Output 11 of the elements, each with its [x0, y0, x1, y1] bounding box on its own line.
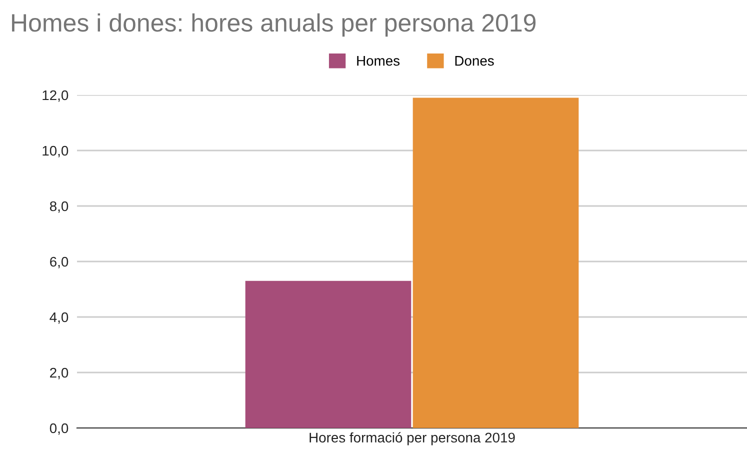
y-tick-label: 12,0	[42, 90, 68, 102]
x-tick-label: Hores formació per persona 2019	[310, 432, 515, 446]
y-tick-label: 4,0	[50, 312, 68, 324]
legend-label: Homes	[357, 56, 400, 66]
y-tick-label: 6,0	[50, 256, 68, 268]
y-tick-label: 10,0	[42, 146, 68, 158]
chart-title: Homes i dones: hores anuals per persona 2019	[12, 13, 536, 37]
y-tick-label: 2,0	[50, 368, 68, 380]
legend-label: Dones	[455, 56, 494, 66]
y-tick-label: 8,0	[50, 201, 68, 213]
y-tick-label: 0,0	[50, 423, 68, 435]
